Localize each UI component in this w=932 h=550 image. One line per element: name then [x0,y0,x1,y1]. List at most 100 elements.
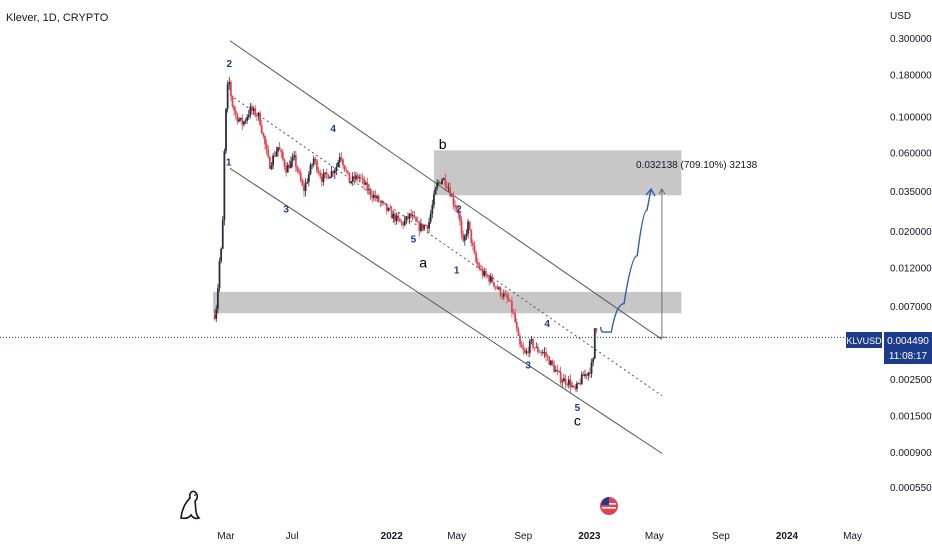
candle-body [434,187,437,195]
candle-body [325,172,328,175]
y-tick-label: 0.002500 [890,375,932,386]
wave-label: 4 [544,319,550,330]
candle-body [569,379,572,387]
candle-body [304,183,307,192]
candle-body [233,106,236,111]
candle-body [218,261,221,289]
wave-label: 1 [454,266,460,277]
candle-body [595,328,598,331]
measure-label: 0.032138 (709.10%) 32138 [636,160,758,171]
y-tick-label: 0.300000 [890,34,932,45]
candle-body [288,164,291,169]
candle-body [512,312,515,314]
candle-body [329,176,331,179]
candle-body [229,81,232,97]
projection-curve [600,188,652,333]
candle-body [270,165,273,169]
candle-body [359,177,362,179]
abc-label: b [439,136,447,152]
candle-body [283,159,286,167]
candle-body [538,351,541,353]
candle-body [424,225,427,226]
candle-body [558,370,560,373]
candle-body [449,187,452,197]
candle-body [338,157,341,163]
candle-body [514,313,517,323]
candle-body [246,117,249,121]
candle-body [228,81,231,85]
candle-body [504,293,507,295]
candle-body [262,132,265,136]
x-tick-label: May [843,531,862,542]
measure-tool [656,188,667,338]
candle-body [465,233,468,236]
x-tick-label: May [447,531,466,542]
candle-body [452,195,455,205]
price-badge: KLVUSD 0.004490 11:08:17 [846,332,932,364]
wave-label: 3 [283,204,289,215]
candle-body [356,175,359,179]
candle-body [462,234,465,241]
dino-logo-icon[interactable] [180,490,201,520]
x-tick-label: Sep [712,531,730,542]
candle-body [431,205,434,214]
candle-body [402,222,404,226]
candle-body [559,372,562,383]
x-tick-label: 2023 [578,531,601,542]
candle-body [499,287,502,296]
candle-body [459,213,461,221]
candle-body [281,152,284,160]
candle-body [368,189,370,191]
candle-body [488,276,491,282]
us-flag-icon[interactable] [600,497,618,515]
candle-body [260,125,263,133]
candle-body [215,308,218,319]
candle-body [361,178,364,179]
candle-body [467,221,469,234]
wave-label: 1 [226,158,232,169]
candle-body [564,378,567,385]
candle-body [216,288,219,309]
x-tick-label: Sep [514,531,532,542]
candle-body [540,352,543,354]
candle-body [533,347,536,349]
y-axis-unit: USD [890,11,911,22]
candle-body [413,215,416,218]
time-axis[interactable]: Mar Jul 2022 May Sep 2023 May Sep 2024 May [217,531,862,542]
candle-body [364,182,367,185]
candle-body [255,115,258,117]
candle-body [535,346,538,348]
badge-symbol-bg [846,332,882,348]
candle-body [382,201,385,204]
candle-body [223,151,226,220]
candle-body [433,194,435,206]
candle-body [585,374,588,376]
candle-body [390,209,393,219]
candle-body [455,207,458,210]
candle-body [294,155,297,167]
price-zone-1 [433,150,682,196]
candle-body [278,147,281,151]
candle-body [317,170,320,173]
candle-body [395,215,398,222]
y-tick-label: 0.100000 [890,112,932,123]
price-axis[interactable]: USD 0.300000 0.180000 0.100000 0.060000 0.035… [890,11,932,494]
candle-body [416,221,419,223]
candle-body [486,275,489,277]
candle-body [231,96,234,107]
candle-body [309,165,312,175]
candle-body [355,175,357,180]
candle-body [236,114,239,122]
candle-body [550,360,552,365]
x-tick-label: May [645,531,664,542]
candle-body [483,271,486,276]
price-zones [213,150,682,314]
candle-body [299,172,302,181]
candle-body [374,194,377,199]
candle-body [537,346,539,352]
y-tick-label: 0.060000 [890,149,932,160]
candle-body [363,178,365,185]
candle-body [437,182,440,184]
